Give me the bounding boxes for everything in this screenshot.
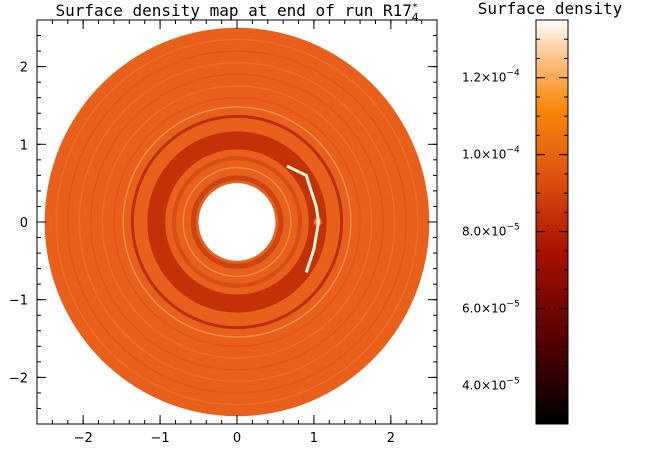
colorbar-tick-label: 8.0×10−5 xyxy=(462,223,520,239)
disk-ripple xyxy=(55,38,419,406)
y-tick-label: 0 xyxy=(20,216,28,231)
y-axis-ticks: 2 1 0 −1 −2 xyxy=(9,19,437,425)
colorbar-tick-label: 4.0×10−5 xyxy=(462,377,520,393)
y-tick-label: 1 xyxy=(20,138,28,153)
colorbar-tick-label: 1.2×10−4 xyxy=(462,69,520,85)
inner-shoulder-ring xyxy=(171,156,303,288)
disk-ripple xyxy=(101,85,373,359)
x-tick-label: 0 xyxy=(233,431,241,446)
chart-title: Surface density map at end of run R17* 4 xyxy=(55,1,418,24)
x-tick-label: 2 xyxy=(387,431,395,446)
y-tick-label: −1 xyxy=(9,294,28,309)
title-subscript: 4 xyxy=(412,11,419,24)
inner-edge-ring xyxy=(190,175,284,269)
disk-ripple xyxy=(113,96,361,348)
x-tick-label: −1 xyxy=(150,431,169,446)
colorbar-ticks: 4.0×10−5 6.0×10−5 8.0×10−5 1.0×10−4 1.2×10−4 xyxy=(462,38,568,425)
disk-ripple xyxy=(90,73,384,371)
title-superscript: * xyxy=(412,2,418,13)
y-tick-label: 2 xyxy=(20,61,28,76)
planet-wake xyxy=(286,164,321,273)
colorbar: Surface density 4.0×10−5 6.0×10−5 8.0×10−5… xyxy=(462,0,623,425)
planet-marker xyxy=(312,217,323,227)
colorbar-tick-label: 1.0×10−4 xyxy=(462,146,520,162)
inner-hole xyxy=(198,183,276,261)
inner-bright-ring xyxy=(182,166,292,278)
colorbar-tick-label: 6.0×10−5 xyxy=(462,300,520,316)
colorbar-title: Surface density xyxy=(478,0,623,18)
y-tick-label: −2 xyxy=(9,371,28,386)
x-axis-ticks: −2 −1 0 1 2 xyxy=(36,20,438,446)
x-tick-label: −2 xyxy=(74,431,93,446)
outer-spiral-ring xyxy=(130,114,344,330)
density-disk xyxy=(44,27,430,417)
disk-ripple xyxy=(78,61,396,383)
x-tick-label: 1 xyxy=(310,431,318,446)
colorbar-gradient xyxy=(535,19,569,425)
outer-bright-ring xyxy=(122,106,352,338)
disk-ripple xyxy=(67,50,407,394)
plot-area: −2 −1 0 1 2 2 1 0 −1 −2 xyxy=(9,19,438,446)
